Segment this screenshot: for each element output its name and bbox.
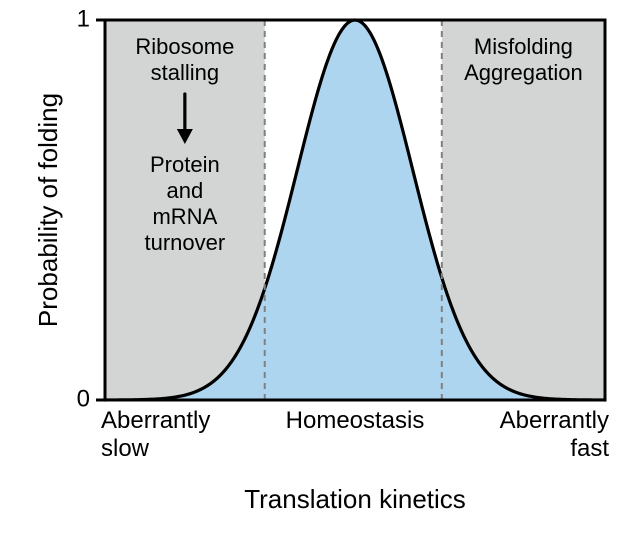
slow-zone-text: and bbox=[167, 178, 204, 203]
y-axis-label: Probability of folding bbox=[33, 93, 63, 327]
fast-zone-text: Aggregation bbox=[464, 60, 583, 85]
y-tick-label: 0 bbox=[77, 385, 90, 412]
x-tick-right-line: fast bbox=[570, 435, 609, 462]
slow-zone-text: Protein bbox=[150, 152, 220, 177]
x-tick-center-line: Homeostasis bbox=[286, 407, 425, 434]
chart-container: 01Probability of foldingAberrantlyslowHo… bbox=[0, 0, 633, 536]
x-axis-label: Translation kinetics bbox=[244, 484, 466, 514]
slow-zone-text: Ribosome bbox=[135, 34, 234, 59]
x-tick-right: Aberrantlyfast bbox=[500, 407, 610, 462]
x-tick-left: Aberrantlyslow bbox=[101, 407, 210, 462]
fast-zone-text: Misfolding bbox=[474, 34, 573, 59]
slow-zone-text: stalling bbox=[151, 60, 219, 85]
y-tick-label: 1 bbox=[77, 5, 90, 32]
slow-zone-text: turnover bbox=[145, 230, 226, 255]
chart-svg: 01Probability of foldingAberrantlyslowHo… bbox=[0, 0, 633, 536]
x-tick-left-line: Aberrantly bbox=[101, 407, 210, 434]
slow-zone-text: mRNA bbox=[152, 204, 217, 229]
x-tick-center: Homeostasis bbox=[286, 407, 425, 434]
x-tick-right-line: Aberrantly bbox=[500, 407, 609, 434]
x-tick-left-line: slow bbox=[101, 435, 150, 462]
